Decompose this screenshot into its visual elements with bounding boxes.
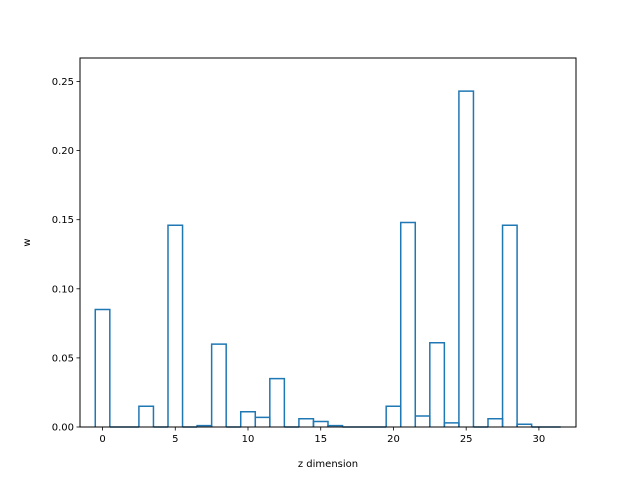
bar [269, 377, 286, 427]
y-tick-label: 0.15 [52, 215, 74, 226]
bar [429, 341, 446, 427]
bar [138, 405, 155, 427]
bar [399, 221, 417, 427]
y-tick-label: 0.20 [52, 146, 74, 157]
y-tick-label: 0.10 [52, 284, 74, 295]
x-tick-label: 5 [172, 434, 178, 445]
y-tick-label: 0.25 [52, 77, 74, 88]
x-tick-label: 0 [99, 434, 105, 445]
bar [458, 90, 475, 427]
bar [210, 343, 227, 427]
bar [167, 224, 184, 427]
y-axis-label: w [22, 238, 33, 246]
y-tick-label: 0.05 [52, 353, 74, 364]
x-tick-label: 30 [533, 434, 546, 445]
bar [501, 224, 518, 427]
axes-frame [79, 57, 577, 428]
bar [327, 424, 344, 427]
x-tick-label: 20 [387, 434, 400, 445]
bar [94, 308, 111, 427]
x-axis-ticks: 0 5 10 15 20 25 30 [99, 427, 545, 445]
x-tick-label: 25 [460, 434, 473, 445]
x-tick-label: 15 [314, 434, 327, 445]
x-axis-label: z dimension [298, 459, 358, 470]
x-tick-label: 10 [242, 434, 255, 445]
bar [312, 420, 329, 427]
bar [516, 423, 533, 427]
y-axis-ticks: 0.00 0.05 0.10 0.15 0.20 0.25 [52, 77, 80, 434]
y-tick-label: 0.00 [52, 423, 74, 434]
